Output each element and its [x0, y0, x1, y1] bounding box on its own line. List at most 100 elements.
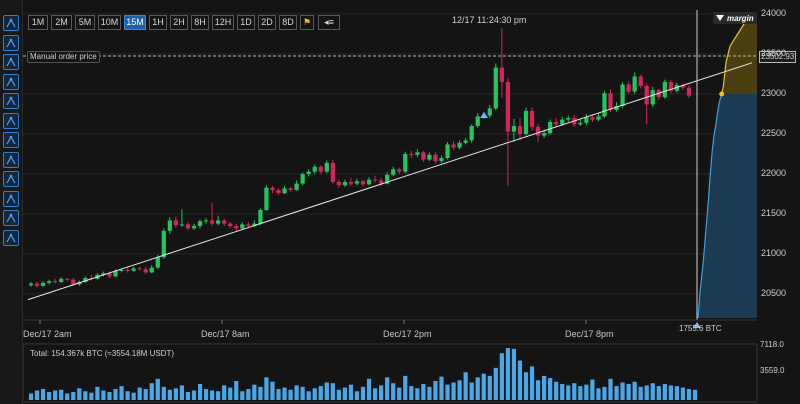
- candle-up[interactable]: [83, 278, 88, 282]
- candle-down[interactable]: [246, 224, 251, 226]
- candle-down[interactable]: [397, 169, 402, 172]
- candle-up[interactable]: [258, 210, 263, 224]
- channel-tool-icon[interactable]: [3, 73, 19, 90]
- candle-down[interactable]: [554, 122, 559, 125]
- candle-up[interactable]: [523, 110, 529, 134]
- chart-type-icon[interactable]: [3, 15, 19, 31]
- candle-up[interactable]: [294, 183, 299, 190]
- candle-down[interactable]: [409, 154, 414, 155]
- candle-up[interactable]: [179, 224, 185, 226]
- candle-up[interactable]: [342, 182, 348, 186]
- candle-down[interactable]: [505, 82, 511, 132]
- candle-down[interactable]: [288, 188, 293, 190]
- candle-up[interactable]: [306, 171, 311, 174]
- candle-up[interactable]: [487, 108, 492, 116]
- candle-up[interactable]: [366, 179, 372, 185]
- candle-up[interactable]: [300, 174, 305, 184]
- candle-down[interactable]: [360, 181, 366, 185]
- timeframe-15m[interactable]: 15M: [124, 15, 146, 30]
- shapes-tool-icon[interactable]: [3, 190, 19, 207]
- candle-up[interactable]: [155, 257, 160, 268]
- candle-up[interactable]: [161, 230, 166, 258]
- candle-down[interactable]: [125, 270, 130, 271]
- scroll-marker-icon[interactable]: [693, 322, 701, 328]
- candle-up[interactable]: [541, 133, 547, 136]
- timeframe-1m[interactable]: 1M: [28, 15, 48, 30]
- timeframe-8d[interactable]: 8D: [279, 15, 297, 30]
- candle-up[interactable]: [167, 220, 172, 231]
- candle-up[interactable]: [252, 223, 257, 226]
- candle-up[interactable]: [620, 84, 625, 106]
- candle-up[interactable]: [560, 119, 565, 125]
- candle-up[interactable]: [584, 117, 589, 123]
- candle-down[interactable]: [209, 220, 215, 224]
- candle-down[interactable]: [638, 76, 643, 86]
- candle-down[interactable]: [137, 268, 142, 270]
- candle-up[interactable]: [216, 220, 221, 224]
- candle-down[interactable]: [608, 93, 613, 110]
- candle-up[interactable]: [113, 270, 118, 277]
- candle-down[interactable]: [372, 179, 378, 181]
- candle-up[interactable]: [548, 122, 553, 134]
- candle-down[interactable]: [276, 190, 281, 194]
- candle-down[interactable]: [53, 281, 58, 283]
- candle-up[interactable]: [101, 273, 106, 275]
- timeframe-1d[interactable]: 1D: [237, 15, 255, 30]
- candle-up[interactable]: [40, 282, 46, 286]
- margin-badge[interactable]: margin: [713, 12, 757, 24]
- candle-down[interactable]: [451, 144, 456, 148]
- candle-down[interactable]: [270, 187, 275, 190]
- timeframe-2m[interactable]: 2M: [51, 15, 72, 30]
- candle-down[interactable]: [173, 220, 179, 226]
- candle-down[interactable]: [535, 126, 541, 136]
- candle-up[interactable]: [427, 154, 432, 160]
- candle-up[interactable]: [596, 116, 601, 120]
- candle-up[interactable]: [197, 221, 203, 226]
- timeframe-5m[interactable]: 5M: [75, 15, 95, 30]
- candle-up[interactable]: [191, 226, 197, 229]
- candle-up[interactable]: [354, 181, 360, 184]
- candle-down[interactable]: [680, 85, 686, 88]
- candle-down[interactable]: [421, 152, 426, 160]
- candle-down[interactable]: [34, 283, 40, 286]
- timeframe-2d[interactable]: 2D: [258, 15, 276, 30]
- candle-up[interactable]: [566, 118, 571, 120]
- fib-tool-icon[interactable]: [3, 132, 19, 148]
- candle-down[interactable]: [185, 224, 191, 229]
- candle-down[interactable]: [348, 182, 354, 184]
- candle-up[interactable]: [445, 144, 450, 158]
- candle-down[interactable]: [686, 87, 692, 96]
- candle-up[interactable]: [662, 82, 667, 98]
- candle-up[interactable]: [457, 142, 462, 148]
- candle-down[interactable]: [529, 110, 535, 127]
- crosshair-icon[interactable]: [3, 34, 19, 51]
- candle-up[interactable]: [324, 162, 329, 172]
- candle-up[interactable]: [264, 187, 269, 210]
- candle-up[interactable]: [59, 278, 64, 282]
- candle-up[interactable]: [240, 224, 245, 229]
- timeframe-8h[interactable]: 8H: [191, 15, 209, 30]
- flag-icon[interactable]: ⚑: [300, 15, 314, 30]
- candle-up[interactable]: [282, 188, 287, 194]
- candle-up[interactable]: [203, 220, 209, 222]
- candle-down[interactable]: [222, 220, 227, 224]
- candle-down[interactable]: [668, 82, 673, 91]
- candle-up[interactable]: [475, 116, 480, 126]
- timeframe-10m[interactable]: 10M: [98, 15, 121, 30]
- candle-up[interactable]: [119, 270, 124, 271]
- manual-order-price-tag[interactable]: 23502.93: [759, 51, 797, 63]
- candle-down[interactable]: [499, 67, 504, 82]
- timeframe-2h[interactable]: 2H: [170, 15, 188, 30]
- pattern-tool-icon[interactable]: [3, 93, 19, 109]
- candle-up[interactable]: [403, 154, 408, 172]
- candle-down[interactable]: [143, 269, 148, 273]
- candle-down[interactable]: [644, 86, 649, 105]
- candle-up[interactable]: [28, 283, 34, 286]
- candle-up[interactable]: [47, 281, 52, 283]
- candle-up[interactable]: [415, 152, 420, 155]
- timeframe-12h[interactable]: 12H: [212, 15, 234, 30]
- trendline[interactable]: [27, 62, 753, 301]
- candle-down[interactable]: [626, 84, 631, 92]
- candle-down[interactable]: [590, 117, 595, 120]
